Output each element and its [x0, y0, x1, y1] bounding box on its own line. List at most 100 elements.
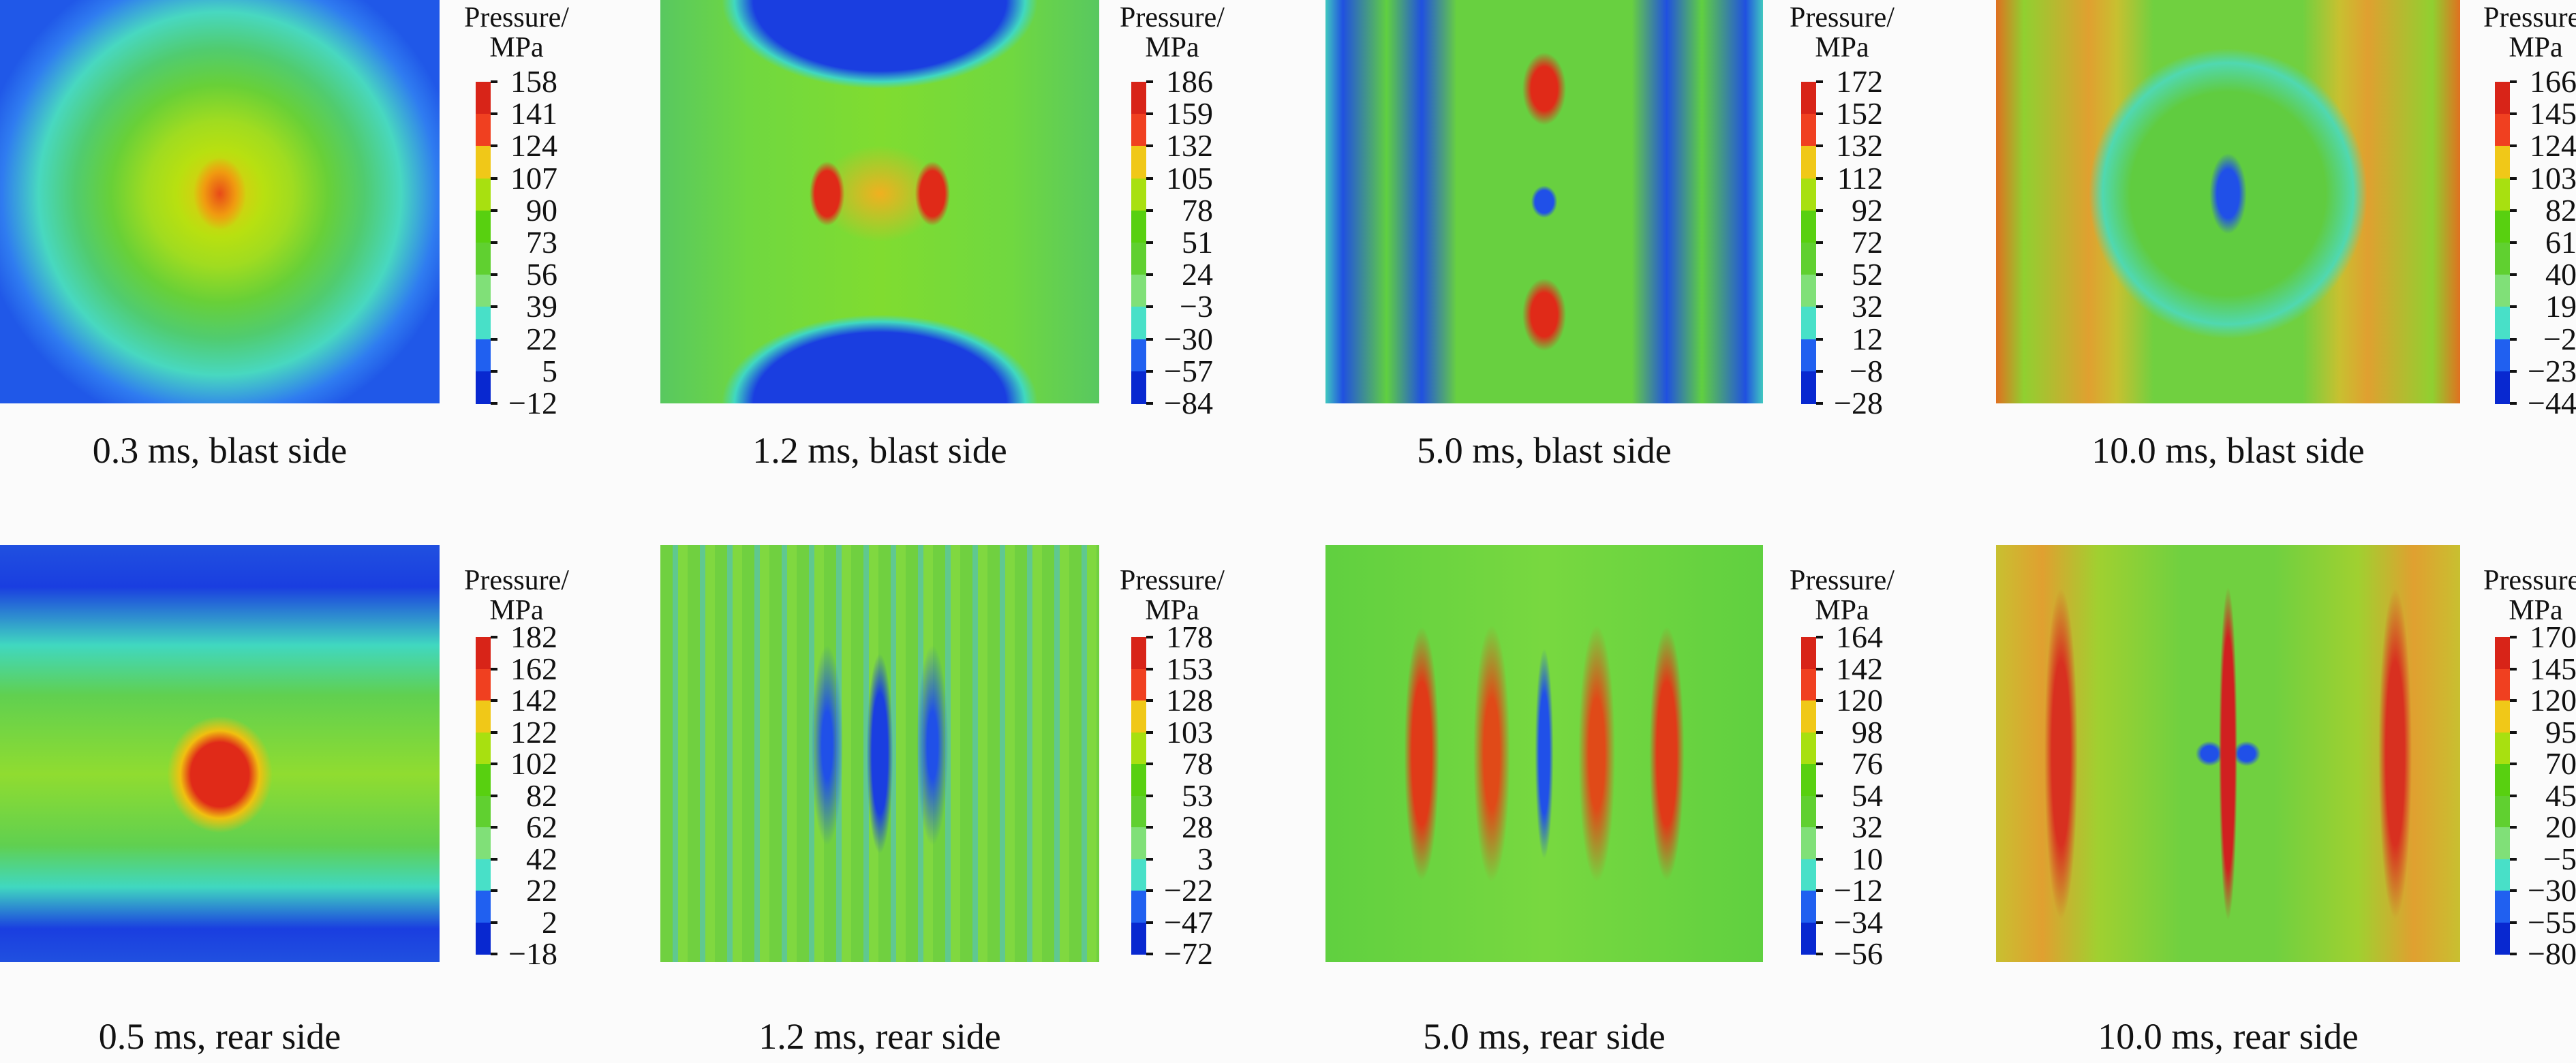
colorbar-band — [1801, 339, 1816, 372]
colorbar-tick-label: −28 — [1834, 386, 1883, 420]
colorbar-band — [1131, 859, 1146, 891]
colorbar-band — [1801, 114, 1816, 147]
colorbar-tick — [1146, 667, 1153, 671]
panel-caption: 0.3 ms, blast side — [92, 430, 348, 471]
pressure-contour-map — [1325, 545, 1763, 962]
colorbar-tick — [491, 794, 497, 797]
colorbar-tick-label: 182 — [510, 619, 557, 654]
colorbar-tick — [1816, 402, 1823, 405]
colorbar-tick — [2510, 337, 2517, 341]
colorbar-tick — [2510, 857, 2517, 861]
colorbar-band — [2495, 307, 2510, 340]
colorbar-tick-label: 142 — [1836, 651, 1883, 686]
colorbar-tick-label: −23 — [2528, 353, 2576, 388]
colorbar-tick-label: −3 — [1180, 289, 1213, 324]
colorbar-tick-label: 142 — [510, 683, 557, 718]
colorbar-band — [1801, 668, 1816, 701]
colorbar-tick-label: 52 — [1852, 257, 1883, 292]
colorbar-tick-label: 145 — [2530, 651, 2576, 686]
colorbar: 164 142 120 98 76 54 32 10 −12 −34 −56 — [1801, 621, 1883, 970]
colorbar-tick-label: 73 — [526, 225, 557, 260]
colorbar-tick — [1816, 667, 1823, 671]
colorbar-tick — [2510, 241, 2517, 244]
colorbar-tick-label: 39 — [526, 289, 557, 324]
colorbar-band — [1131, 275, 1146, 308]
colorbar-title-line: Pressure/ — [1790, 2, 1895, 33]
colorbar-tick-label: 12 — [1852, 321, 1883, 356]
colorbar: 166 145 124 103 82 61 40 19 −2 −23 −44 — [2495, 66, 2576, 419]
colorbar-band — [2495, 827, 2510, 860]
colorbar-band — [476, 243, 491, 276]
colorbar-tick — [1816, 176, 1823, 180]
colorbar-tick-label: −12 — [1834, 873, 1883, 908]
colorbar-tick-label: 120 — [2530, 683, 2576, 718]
colorbar-band — [1131, 668, 1146, 701]
colorbar-tick — [2510, 273, 2517, 277]
colorbar-band — [1131, 114, 1146, 147]
colorbar: 186 159 132 105 78 51 24 −3 −30 −57 −84 — [1131, 66, 1213, 419]
colorbar-tick-label: 62 — [526, 810, 557, 844]
colorbar-tick — [2510, 176, 2517, 180]
pressure-contour-map — [1996, 0, 2460, 403]
colorbar-tick — [1816, 889, 1823, 892]
colorbar-tick-label: 141 — [510, 96, 557, 132]
colorbar-title-line: MPa — [2509, 595, 2563, 626]
colorbar-tick — [1146, 209, 1153, 212]
colorbar-tick — [1146, 953, 1153, 955]
colorbar-tick — [491, 80, 497, 83]
colorbar-band — [2495, 732, 2510, 765]
colorbar-tick — [1146, 636, 1153, 638]
colorbar-tick-label: −84 — [1164, 386, 1213, 420]
colorbar-tick — [2510, 144, 2517, 148]
colorbar: 172 152 132 112 92 72 52 32 12 −8 −28 — [1801, 66, 1883, 419]
colorbar-title-line: MPa — [1145, 595, 1199, 626]
colorbar-tick — [491, 337, 497, 341]
colorbar-band — [2495, 764, 2510, 797]
colorbar-tick-label: 90 — [526, 192, 557, 228]
colorbar-tick-label: 45 — [2545, 777, 2576, 813]
colorbar-tick-label: 42 — [526, 841, 557, 876]
colorbar-title-line: Pressure/ — [1120, 565, 1225, 596]
colorbar-tick-label: 78 — [1182, 746, 1213, 781]
colorbar-tick-label: 22 — [526, 321, 557, 356]
colorbar-band — [1801, 178, 1816, 211]
colorbar-tick — [2510, 730, 2517, 734]
colorbar-tick — [1816, 80, 1823, 83]
colorbar-tick — [1816, 636, 1823, 638]
colorbar-band — [1131, 371, 1146, 404]
colorbar-band — [2495, 891, 2510, 923]
colorbar-tick-label: 166 — [2530, 64, 2576, 99]
colorbar-tick — [2510, 667, 2517, 671]
colorbar-tick-label: −72 — [1164, 936, 1213, 971]
colorbar-tick — [1816, 857, 1823, 861]
colorbar-tick-label: 124 — [2530, 128, 2576, 164]
colorbar-band — [476, 637, 491, 670]
colorbar-tick — [1146, 241, 1153, 244]
colorbar-tick-label: 72 — [1852, 225, 1883, 260]
colorbar-band — [1131, 732, 1146, 765]
colorbar-band — [476, 307, 491, 340]
colorbar-tick-label: 162 — [510, 651, 557, 686]
colorbar-tick-label: 105 — [1166, 160, 1213, 196]
colorbar-tick — [2510, 953, 2517, 955]
colorbar-tick — [1146, 730, 1153, 734]
colorbar-band — [476, 146, 491, 179]
colorbar-band — [1801, 275, 1816, 308]
colorbar-tick-label: 95 — [2545, 714, 2576, 750]
colorbar-tick-label: 120 — [1836, 683, 1883, 718]
colorbar-tick-label: 2 — [542, 904, 557, 940]
colorbar-tick-label: −30 — [2528, 873, 2576, 908]
colorbar-tick — [491, 667, 497, 671]
pressure-contour-map — [1996, 545, 2460, 962]
pressure-contour-map — [1325, 0, 1763, 403]
colorbar-band — [1131, 210, 1146, 243]
colorbar-tick — [491, 953, 497, 955]
colorbar-tick — [491, 921, 497, 924]
colorbar-band — [1131, 307, 1146, 340]
colorbar-band — [476, 114, 491, 147]
colorbar-tick-label: −8 — [1850, 353, 1883, 388]
colorbar-band — [2495, 178, 2510, 211]
colorbar-tick-label: 122 — [510, 714, 557, 750]
colorbar-title-line: Pressure/ — [464, 2, 569, 33]
colorbar-band — [1131, 339, 1146, 372]
